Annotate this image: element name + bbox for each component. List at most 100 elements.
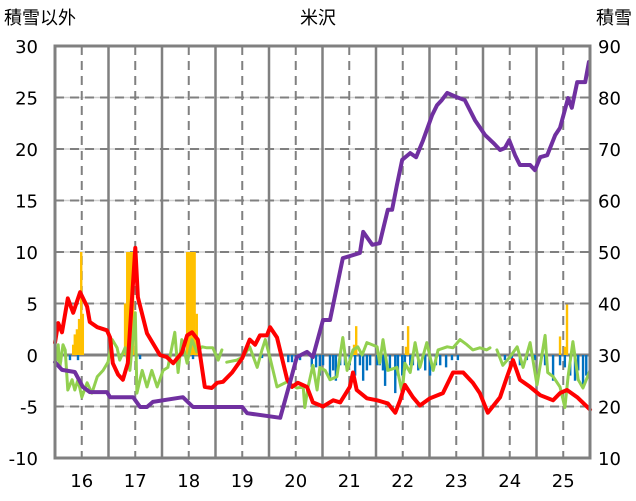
y-left-tick-label: 15 (15, 192, 38, 213)
negative-bar (332, 355, 335, 371)
y-right-tick-label: 80 (598, 89, 621, 110)
x-tick-label: 24 (498, 471, 521, 492)
negative-bar (388, 355, 392, 371)
negative-bar (396, 355, 400, 376)
negative-bar (314, 355, 318, 368)
negative-bar (439, 355, 442, 366)
negative-bar (577, 355, 580, 371)
y-left-tick-label: -10 (9, 449, 38, 470)
y-right-tick-label: 90 (598, 37, 621, 58)
negative-bar (533, 355, 537, 361)
negative-bar (543, 355, 547, 366)
snowfall-bar (565, 304, 569, 355)
snowfall-bar (195, 313, 198, 355)
negative-bar (368, 355, 372, 366)
plot-frame (53, 44, 592, 460)
negative-bar (290, 355, 294, 363)
y-left-tick-label: 30 (15, 37, 38, 58)
negative-bar (450, 355, 454, 361)
snow_depth-line (53, 60, 591, 420)
negative-bar (456, 355, 460, 361)
negative-bar (563, 355, 567, 368)
snowfall-bar (80, 252, 83, 355)
negative-bar (428, 355, 432, 376)
snowfall-bar (126, 252, 129, 355)
y-right-tick-label: 30 (598, 346, 621, 367)
snowfall-bar (355, 326, 358, 355)
negative-bar (409, 355, 412, 366)
snowfall-bar (404, 346, 408, 355)
negative-bar (573, 355, 577, 381)
snowfall-bar (127, 252, 131, 355)
x-tick-label: 23 (445, 471, 468, 492)
negative-bar (424, 355, 427, 371)
x-tick-label: 21 (338, 471, 361, 492)
negative-bar (361, 355, 365, 381)
left-axis-title: 積雪以外 (4, 8, 76, 29)
y-left-tick-label: 0 (27, 346, 38, 367)
x-tick-label: 16 (70, 471, 93, 492)
negative-bar (503, 355, 507, 361)
negative-bar (444, 355, 448, 368)
snowfall-bar (77, 318, 81, 355)
negative-bar (375, 355, 379, 366)
negative-bar (334, 355, 338, 381)
x-tick-label: 19 (231, 471, 254, 492)
snowfall-bar (193, 252, 196, 355)
negative-bar (585, 355, 588, 376)
other-line (225, 336, 492, 409)
snowfall-bar (406, 326, 410, 355)
negative-bar (321, 355, 325, 366)
negative-bar (353, 355, 357, 376)
negative-bar (191, 355, 195, 360)
other-line (495, 333, 592, 409)
right-axis-title: 積雪 (596, 8, 632, 29)
negative-bar (318, 355, 322, 376)
negative-bar (401, 355, 404, 376)
x-tick-label: 18 (177, 471, 200, 492)
x-tick-label: 20 (284, 471, 307, 492)
y-right-tick-label: 70 (598, 140, 621, 161)
negative-bar (381, 355, 385, 371)
snowfall-bar (185, 252, 189, 355)
y-left-tick-label: 20 (15, 140, 38, 161)
temperature-line (53, 245, 592, 415)
y-right-tick-label: 40 (598, 295, 621, 316)
negative-bar (328, 355, 332, 381)
snowfall-bar (73, 334, 76, 355)
y-right-tick-label: 10 (598, 449, 621, 470)
y-left-tick-label: 25 (15, 89, 38, 110)
negative-bar (383, 355, 387, 386)
y-left-tick-label: 5 (27, 295, 38, 316)
snowfall-bar (123, 303, 127, 355)
negative-bar (394, 355, 397, 394)
snowfall-bar (81, 313, 85, 355)
y-left-tick-label: -5 (20, 398, 38, 419)
y-right-tick-label: 50 (598, 243, 621, 264)
negative-bar (76, 355, 80, 361)
snowfall-bar (187, 252, 190, 355)
y-right-tick-label: 60 (598, 192, 621, 213)
negative-bar (287, 355, 290, 363)
negative-bar (68, 355, 72, 361)
negative-bar (581, 355, 585, 386)
x-tick-label: 17 (124, 471, 147, 492)
negative-bar (310, 355, 313, 368)
snowfall-bar (71, 344, 75, 355)
snowfall-bar (75, 329, 79, 355)
series-lines (53, 60, 592, 420)
negative-bar (260, 355, 264, 359)
negative-bar (365, 355, 369, 371)
snowfall-bar (558, 336, 562, 355)
x-tick-label: 25 (552, 471, 575, 492)
y-right-tick-label: 20 (598, 398, 621, 419)
x-tick-label: 22 (391, 471, 414, 492)
y-left-tick-label: 10 (15, 243, 38, 264)
negative-bar (138, 355, 142, 360)
negative-bar (558, 355, 562, 366)
negative-bar (551, 355, 555, 381)
snowfall-bar (189, 252, 193, 355)
chart-title: 米沢 (300, 8, 336, 29)
